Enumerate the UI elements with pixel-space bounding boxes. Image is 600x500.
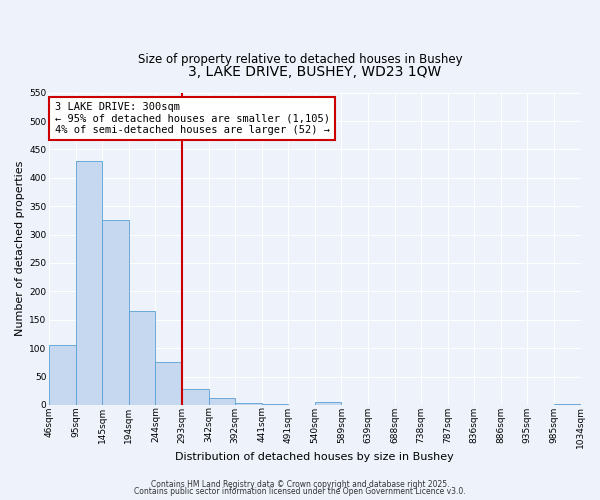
Bar (49, 346, 76, 405)
Y-axis label: Number of detached properties: Number of detached properties (15, 161, 25, 336)
Bar (315, 402, 341, 405)
Bar (155, 362, 182, 405)
Text: 3 LAKE DRIVE: 300sqm
← 95% of detached houses are smaller (1,105)
4% of semi-det: 3 LAKE DRIVE: 300sqm ← 95% of detached h… (55, 102, 329, 135)
Bar (103, 220, 129, 405)
Text: Contains public sector information licensed under the Open Government Licence v3: Contains public sector information licen… (134, 487, 466, 496)
Title: 3, LAKE DRIVE, BUSHEY, WD23 1QW: 3, LAKE DRIVE, BUSHEY, WD23 1QW (188, 65, 442, 79)
Bar (76, 161, 103, 405)
Bar (129, 312, 155, 405)
Bar (262, 404, 288, 405)
X-axis label: Distribution of detached houses by size in Bushey: Distribution of detached houses by size … (175, 452, 454, 462)
Bar (209, 398, 235, 405)
Text: Contains HM Land Registry data © Crown copyright and database right 2025.: Contains HM Land Registry data © Crown c… (151, 480, 449, 489)
Bar (182, 389, 209, 405)
Bar (235, 403, 262, 405)
Text: Size of property relative to detached houses in Bushey: Size of property relative to detached ho… (137, 52, 463, 66)
Bar (554, 404, 581, 405)
